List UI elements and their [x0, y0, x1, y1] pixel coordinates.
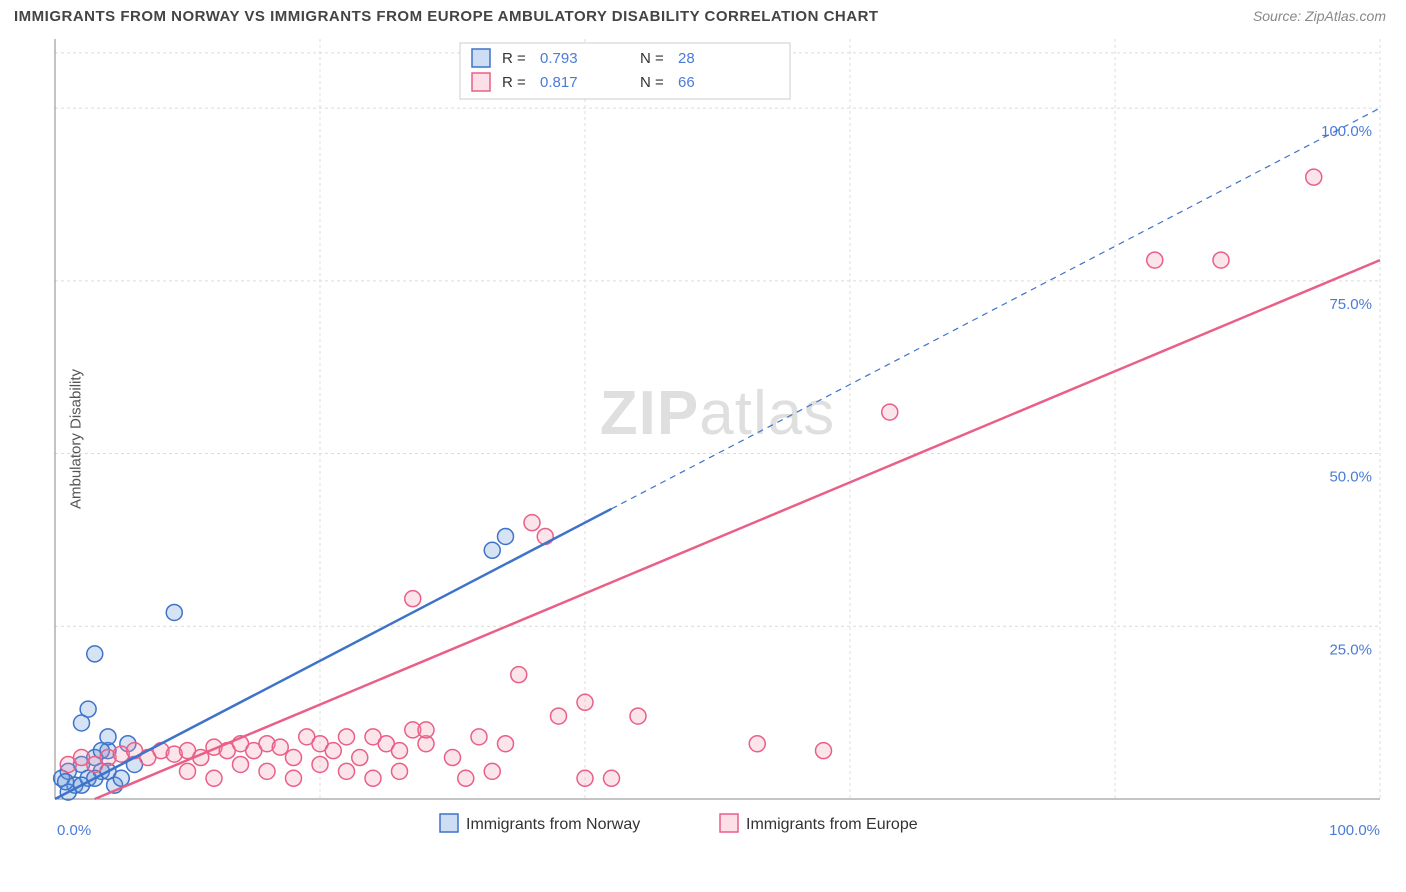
trend-line	[95, 260, 1380, 799]
data-point	[180, 763, 196, 779]
data-point	[471, 729, 487, 745]
legend-n-label: N =	[640, 74, 664, 91]
data-point	[484, 542, 500, 558]
legend-swatch	[440, 814, 458, 832]
data-point	[286, 750, 302, 766]
legend-series-label: Immigrants from Norway	[466, 816, 640, 833]
source-label: Source:	[1253, 8, 1305, 24]
data-point	[484, 763, 500, 779]
legend-r-value: 0.793	[540, 50, 578, 67]
data-point	[524, 515, 540, 531]
data-point	[233, 756, 249, 772]
data-point	[577, 694, 593, 710]
data-point	[259, 763, 275, 779]
data-point	[352, 750, 368, 766]
y-axis-label: Ambulatory Disability	[68, 369, 85, 509]
data-point	[604, 770, 620, 786]
data-point	[365, 770, 381, 786]
source-attribution: Source: ZipAtlas.com	[1253, 8, 1386, 24]
y-tick-label: 75.0%	[1329, 296, 1372, 313]
data-point	[882, 404, 898, 420]
watermark: ZIPatlas	[600, 379, 835, 448]
data-point	[206, 770, 222, 786]
data-point	[498, 528, 514, 544]
data-point	[630, 708, 646, 724]
data-point	[816, 743, 832, 759]
data-point	[272, 739, 288, 755]
legend-n-label: N =	[640, 50, 664, 67]
data-point	[418, 722, 434, 738]
legend-n-value: 28	[678, 50, 695, 67]
data-point	[325, 743, 341, 759]
data-point	[1213, 252, 1229, 268]
legend-swatch	[720, 814, 738, 832]
source-site: ZipAtlas.com	[1305, 8, 1386, 24]
data-point	[1306, 169, 1322, 185]
data-point	[392, 743, 408, 759]
data-point	[511, 667, 527, 683]
data-point	[339, 763, 355, 779]
data-point	[339, 729, 355, 745]
data-point	[87, 646, 103, 662]
data-point	[749, 736, 765, 752]
data-point	[312, 756, 328, 772]
data-point	[577, 770, 593, 786]
x-tick-label: 0.0%	[57, 822, 91, 839]
data-point	[445, 750, 461, 766]
y-tick-label: 50.0%	[1329, 469, 1372, 486]
data-point	[58, 774, 74, 790]
legend-n-value: 66	[678, 74, 695, 91]
data-point	[551, 708, 567, 724]
data-point	[1147, 252, 1163, 268]
data-point	[458, 770, 474, 786]
legend-r-label: R =	[502, 50, 526, 67]
data-point	[286, 770, 302, 786]
legend-series-label: Immigrants from Europe	[746, 816, 918, 833]
data-point	[80, 701, 96, 717]
data-point	[166, 604, 182, 620]
data-point	[498, 736, 514, 752]
legend-swatch	[472, 73, 490, 91]
chart-title: IMMIGRANTS FROM NORWAY VS IMMIGRANTS FRO…	[14, 8, 879, 25]
legend-r-label: R =	[502, 74, 526, 91]
legend-swatch	[472, 49, 490, 67]
data-point	[405, 591, 421, 607]
x-tick-label: 100.0%	[1329, 822, 1380, 839]
y-tick-label: 25.0%	[1329, 641, 1372, 658]
chart-container: Ambulatory Disability 25.0%50.0%75.0%100…	[0, 29, 1406, 849]
scatter-chart: 25.0%50.0%75.0%100.0%ZIPatlas0.0%100.0%R…	[0, 29, 1406, 849]
data-point	[100, 729, 116, 745]
data-point	[392, 763, 408, 779]
legend-r-value: 0.817	[540, 74, 578, 91]
